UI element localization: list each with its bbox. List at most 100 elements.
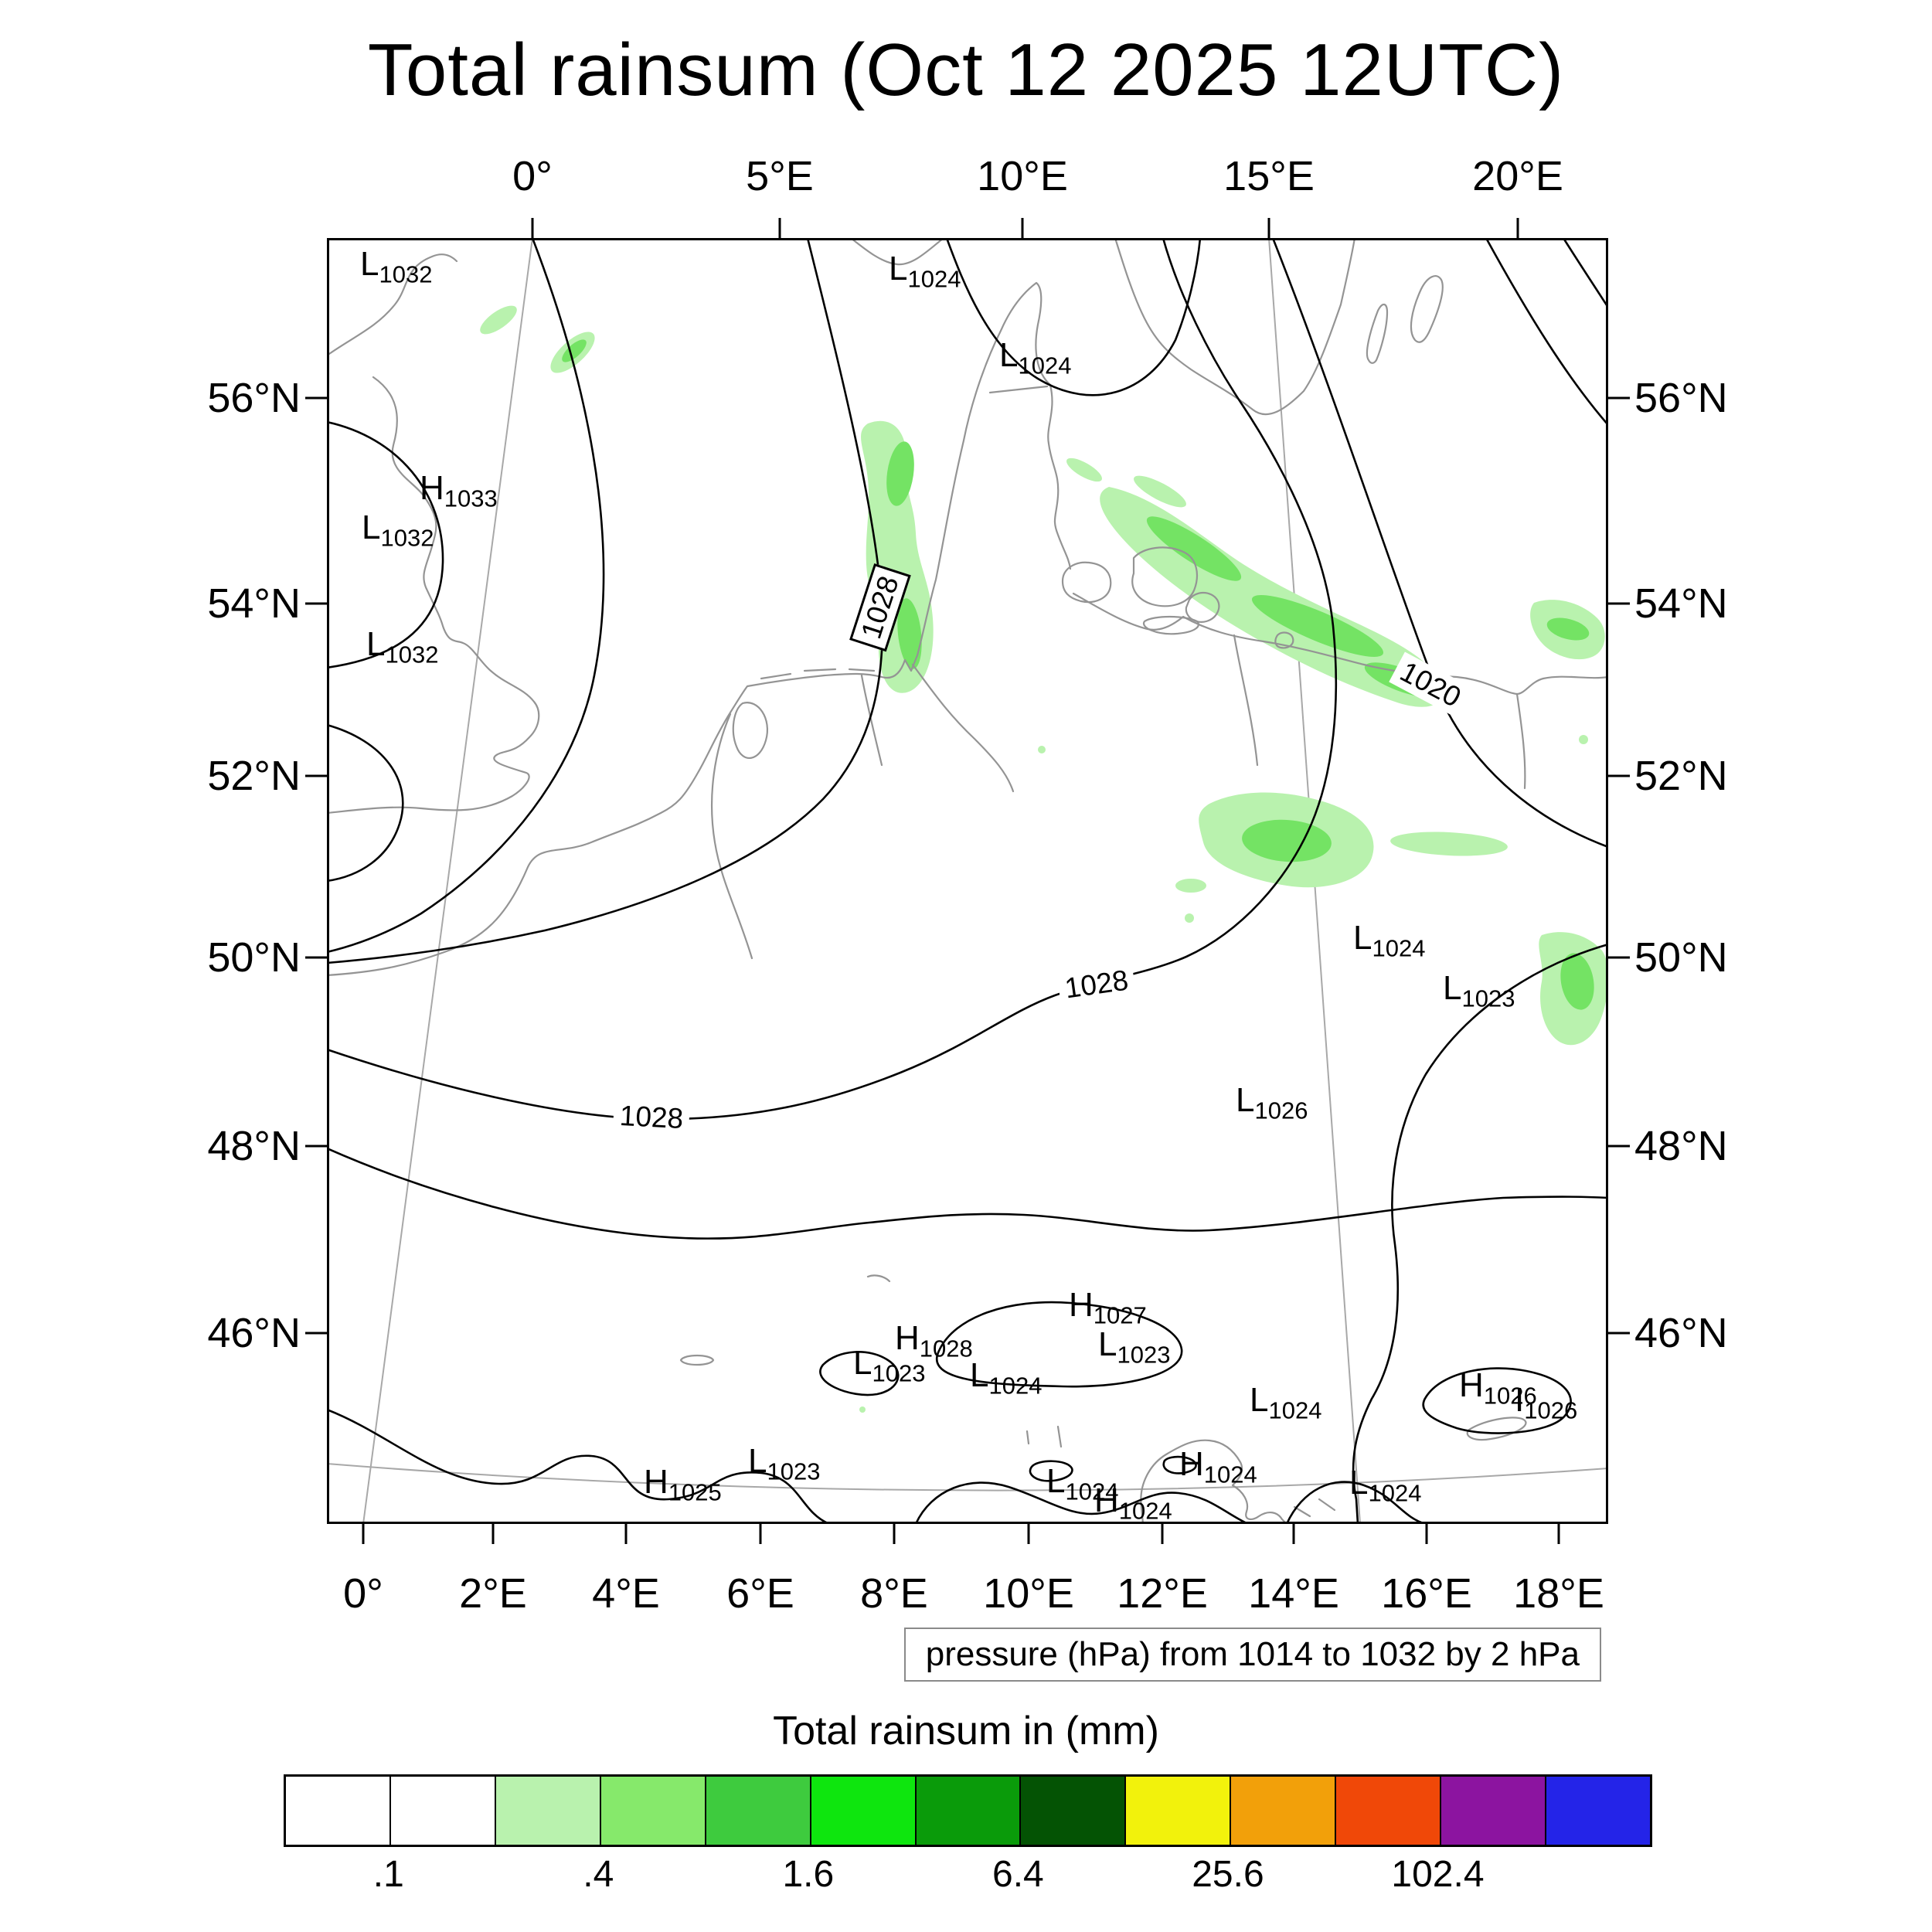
colorbar-segment [1441, 1777, 1547, 1845]
bottom-axis-tick [1425, 1524, 1428, 1544]
left-axis-tick [305, 1145, 327, 1148]
colorbar-segment [706, 1777, 811, 1845]
isobar-label-1028: 1028 [849, 563, 911, 652]
colorbar-segment [390, 1777, 496, 1845]
bottom-axis-tick [759, 1524, 762, 1544]
colorbar-tick-label: 25.6 [1192, 1854, 1264, 1895]
pressure-center-L1026: L1026 [1236, 1080, 1308, 1124]
colorbar-segment [1231, 1777, 1337, 1845]
left-axis-label: 52°N [207, 753, 301, 799]
pressure-center-H1033: H1033 [420, 468, 498, 512]
pressure-center-L1023: L1023 [748, 1441, 821, 1485]
bottom-axis-label: 12°E [1117, 1570, 1208, 1617]
coastlines [327, 238, 1608, 1524]
chart-title: Total rainsum (Oct 12 2025 12UTC) [367, 29, 1565, 111]
colorbar-segment [1126, 1777, 1232, 1845]
pressure-center-L1032: L1032 [366, 624, 439, 668]
pressure-center-H1024: H1024 [1094, 1481, 1172, 1525]
bottom-axis-label: 18°E [1513, 1570, 1604, 1617]
left-axis-tick [305, 1332, 327, 1335]
pressure-center-H1025: H1025 [644, 1462, 722, 1506]
top-axis-tick [531, 218, 534, 238]
left-axis-label: 54°N [207, 580, 301, 627]
pressure-center-L1024: L1024 [1046, 1461, 1119, 1505]
pressure-center-L1032: L1032 [360, 244, 433, 288]
bottom-axis-tick [1557, 1524, 1560, 1544]
right-axis-label: 50°N [1634, 934, 1728, 981]
bottom-axis-label: 2°E [459, 1570, 527, 1617]
colorbar-segment [811, 1777, 917, 1845]
left-axis-tick [305, 956, 327, 959]
pressure-center-L1024: L1024 [999, 335, 1072, 379]
colorbar-segment [495, 1777, 601, 1845]
colorbar-tick-label: 102.4 [1391, 1854, 1485, 1895]
top-axis-label: 5°E [746, 153, 814, 199]
pressure-center-H1028: H1028 [895, 1318, 973, 1362]
legend-title: Total rainsum in (mm) [773, 1709, 1159, 1753]
top-axis-label: 10°E [977, 153, 1068, 199]
bottom-axis-tick [362, 1524, 365, 1544]
right-axis-tick [1608, 396, 1630, 400]
bottom-axis-label: 6°E [726, 1570, 794, 1617]
right-axis-tick [1608, 602, 1630, 605]
bottom-axis-tick [1292, 1524, 1295, 1544]
map-plot: L1032 L1024 L1024 H1033 L1032 L1032 L1024 L1023… [207, 153, 1727, 1617]
colorbar-tick-label: 6.4 [992, 1854, 1044, 1895]
left-axis-label: 56°N [207, 375, 301, 421]
pressure-center-L1023: L1023 [1443, 968, 1515, 1012]
left-axis-label: 50°N [207, 934, 301, 981]
bottom-axis-label: 8°E [860, 1570, 928, 1617]
bottom-axis-label: 0° [343, 1570, 383, 1617]
pressure-caption: pressure (hPa) from 1014 to 1032 by 2 hP… [903, 1628, 1601, 1682]
right-axis-label: 48°N [1634, 1123, 1728, 1169]
pressure-center-L1024: L1024 [1353, 918, 1426, 962]
right-axis-label: 56°N [1634, 375, 1728, 421]
bottom-axis-tick [624, 1524, 628, 1544]
colorbar-segment [916, 1777, 1022, 1845]
bottom-axis-label: 4°E [592, 1570, 660, 1617]
right-axis-tick [1608, 1332, 1630, 1335]
top-axis-label: 20°E [1472, 153, 1563, 199]
pressure-center-L1024: L1024 [1250, 1380, 1322, 1424]
colorbar-segment [286, 1777, 391, 1845]
colorbar-segment [1546, 1777, 1650, 1845]
colorbar-segment [1021, 1777, 1127, 1845]
pressure-center-I1026: I1026 [1515, 1380, 1578, 1424]
right-axis-label: 46°N [1634, 1310, 1728, 1356]
rain-medium-patches [562, 339, 1594, 1010]
map-canvas [327, 238, 1608, 1524]
isobar-label-1028: 1028 [612, 1098, 691, 1137]
rain-areas [480, 305, 1608, 1413]
colorbar-labels: .1 .4 1.6 6.4 25.6 102.4 [284, 1853, 1648, 1903]
pressure-center-H1024: H1024 [1179, 1444, 1257, 1488]
bottom-axis-label: 14°E [1248, 1570, 1339, 1617]
bottom-axis-tick [492, 1524, 495, 1544]
top-axis-tick [1267, 218, 1270, 238]
bottom-axis-tick [1161, 1524, 1164, 1544]
pressure-center-L1032: L1032 [362, 508, 434, 552]
top-axis-label: 0° [512, 153, 553, 199]
top-axis-tick [1516, 218, 1519, 238]
bottom-axis-tick [893, 1524, 896, 1544]
left-axis-tick [305, 774, 327, 777]
right-axis-label: 52°N [1634, 753, 1728, 799]
right-axis-tick [1608, 956, 1630, 959]
left-axis-label: 48°N [207, 1123, 301, 1169]
bottom-axis-label: 10°E [983, 1570, 1074, 1617]
pressure-center-L1024: L1024 [889, 249, 961, 293]
colorbar-segment [600, 1777, 706, 1845]
isobars [327, 238, 1608, 1524]
left-axis-label: 46°N [207, 1310, 301, 1356]
map-label-overlay: L1032 L1024 L1024 H1033 L1032 L1032 L1024 L1023… [327, 238, 1608, 1525]
pressure-center-H1026: H1026 [1459, 1366, 1537, 1410]
top-axis-label: 15°E [1223, 153, 1315, 199]
right-axis-tick [1608, 1145, 1630, 1148]
pressure-center-L1023: L1023 [853, 1343, 926, 1387]
pressure-center-H1027: H1027 [1069, 1285, 1147, 1329]
bottom-axis-tick [1027, 1524, 1030, 1544]
right-axis-tick [1608, 774, 1630, 777]
pressure-center-L1024: L1024 [970, 1355, 1043, 1400]
pressure-center-L1024: L1024 [1349, 1463, 1422, 1507]
right-axis-label: 54°N [1634, 580, 1728, 627]
